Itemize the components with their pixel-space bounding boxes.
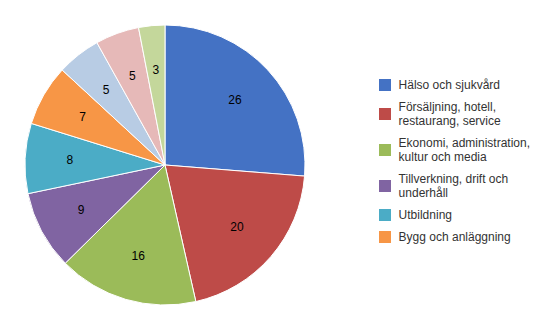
svg-text:5: 5: [129, 69, 136, 83]
html-text:Försäljning, hotell, restauran: Försäljning, hotell, restaurang, service: [398, 100, 501, 128]
html-text:Bygg och anläggning: Bygg och anläggning: [398, 230, 511, 244]
svg-text:3: 3: [153, 63, 160, 77]
html-text:Ekonomi, administration, kultu: Ekonomi, administration, kultur och medi…: [398, 136, 530, 164]
svg-text:26: 26: [228, 93, 242, 107]
svg-text:7: 7: [79, 110, 86, 124]
svg-text:16: 16: [131, 249, 145, 263]
svg-text:20: 20: [230, 220, 244, 234]
html-text:Hälso och sjukvård: Hälso och sjukvård: [398, 78, 500, 92]
svg-text:5: 5: [103, 83, 110, 97]
svg-text:9: 9: [78, 203, 85, 217]
html-text:Utbildning: Utbildning: [398, 208, 452, 222]
html-text:Tillverkning, drift och underh: Tillverkning, drift och underhåll: [398, 172, 509, 200]
svg-text:8: 8: [67, 153, 74, 167]
